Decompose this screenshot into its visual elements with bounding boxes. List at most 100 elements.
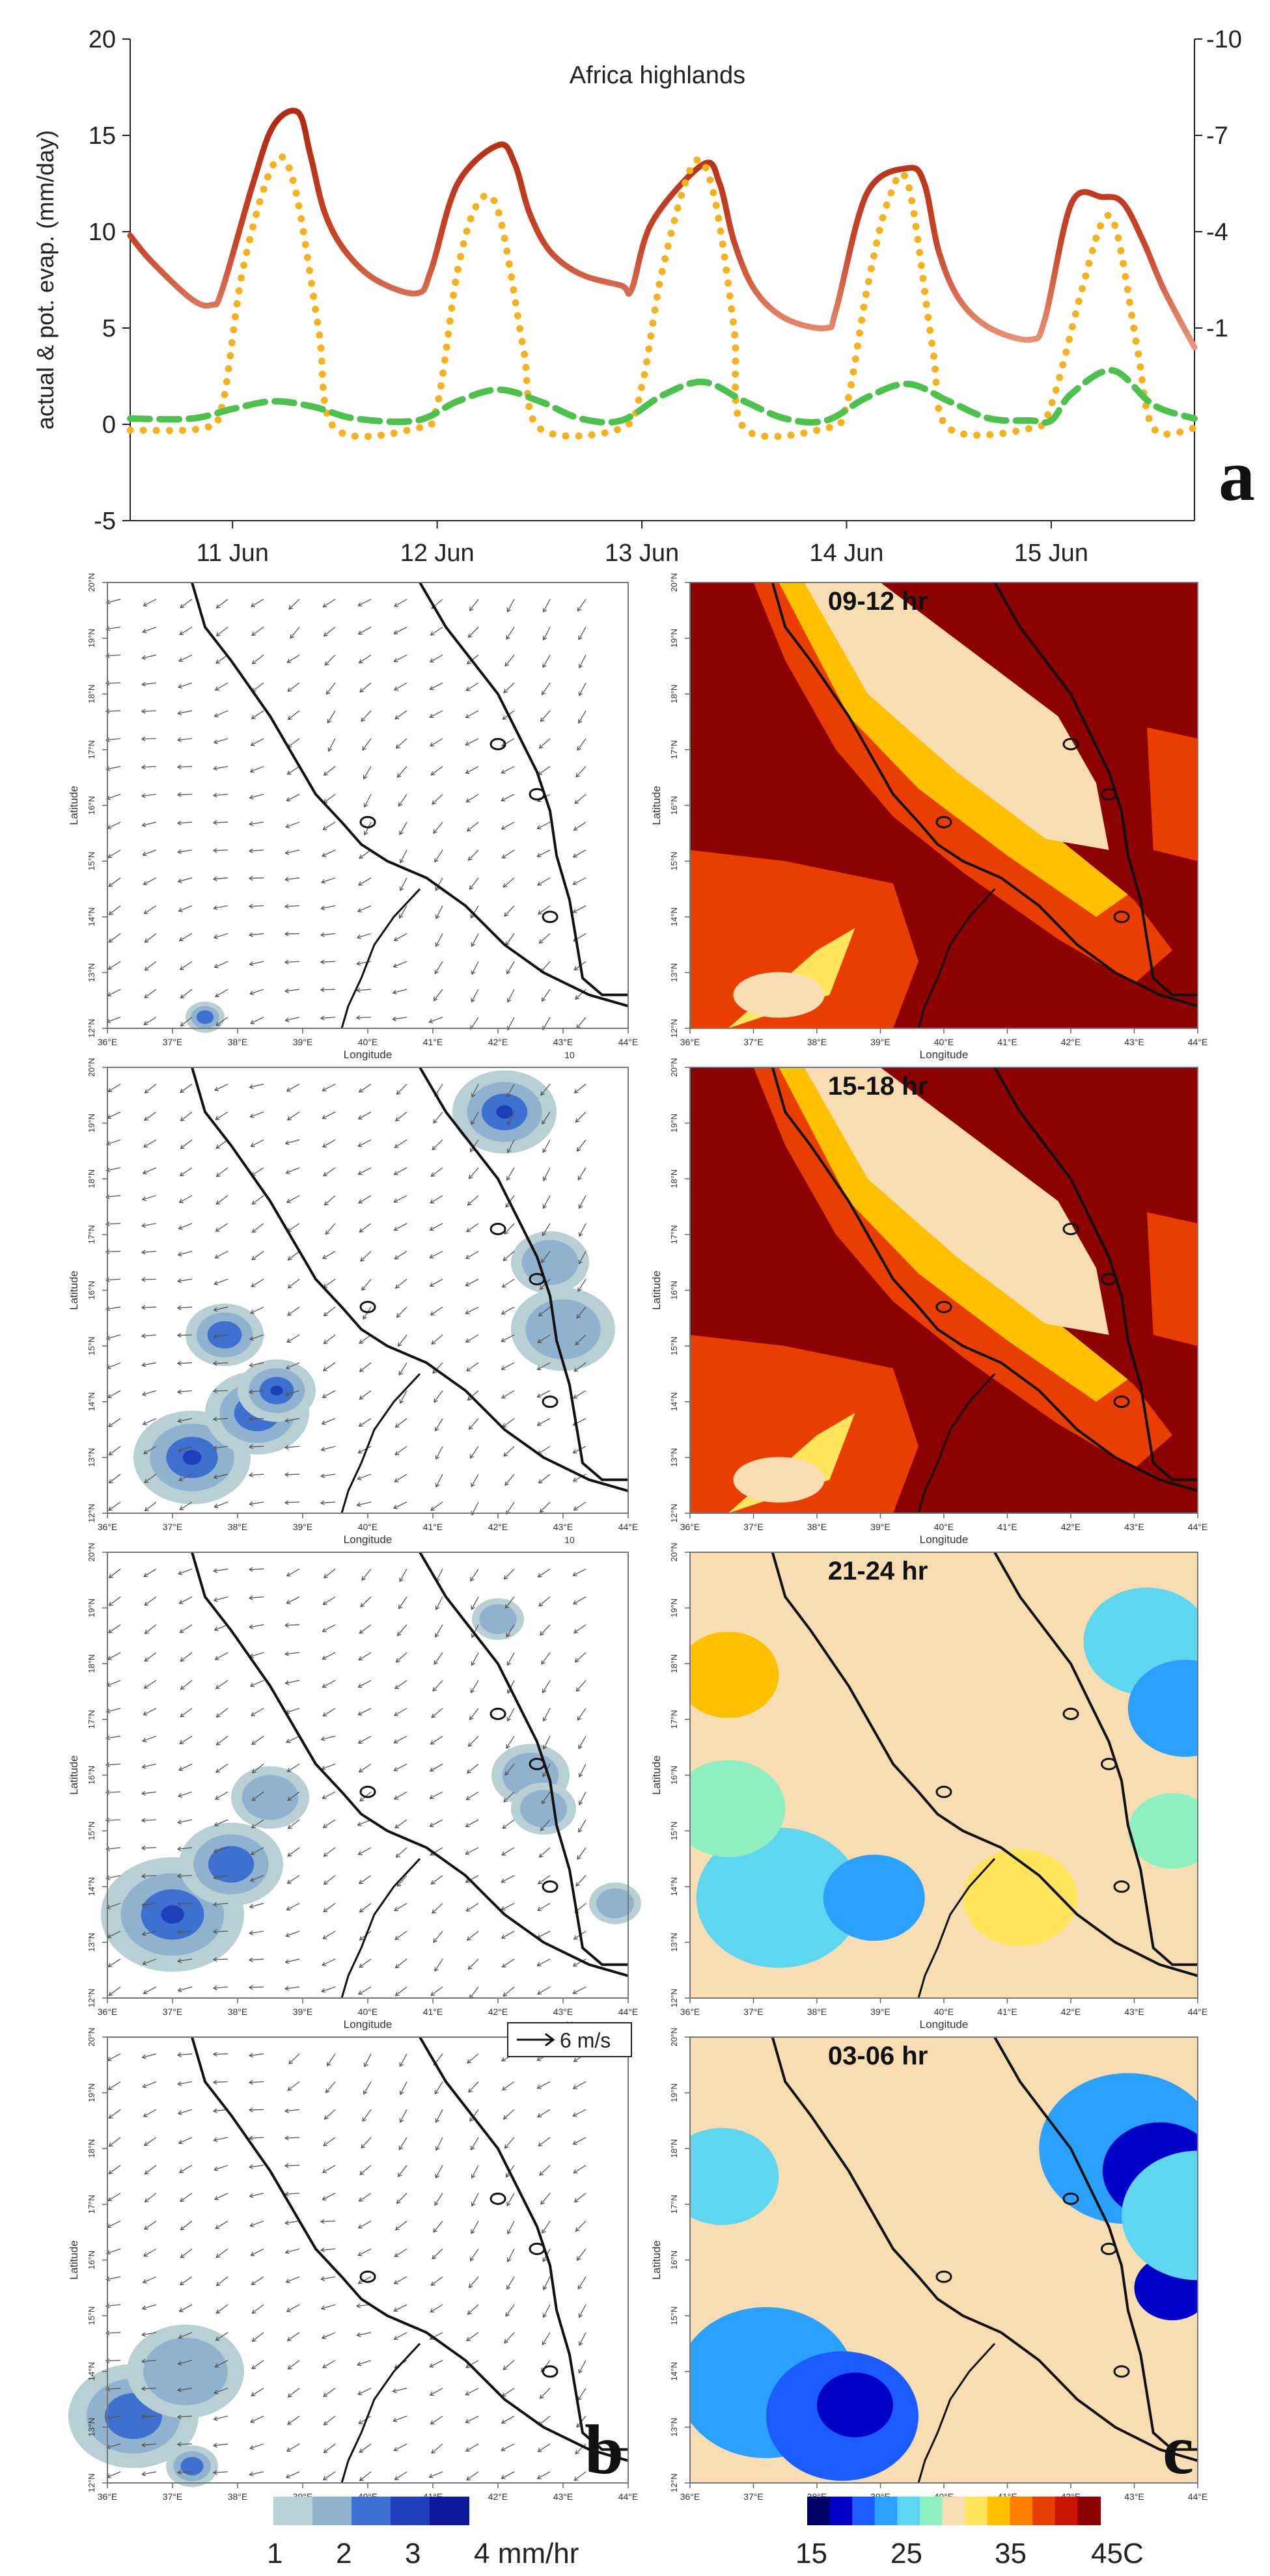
- coastline: [993, 1067, 1198, 1481]
- wind-vector: [432, 1902, 443, 1914]
- wind-arrowhead: [429, 685, 434, 691]
- wind-arrowhead: [578, 2341, 583, 2346]
- wind-arrowhead: [320, 879, 326, 884]
- wind-vector: [108, 2165, 121, 2174]
- wind-arrowhead: [212, 793, 217, 798]
- wind-arrowhead: [215, 1713, 221, 1718]
- wind-arrowhead: [504, 2144, 509, 2149]
- wind-vector: [144, 989, 157, 998]
- wind-vector: [541, 1251, 551, 1263]
- map-y-tick-label: 19°N: [87, 1114, 96, 1132]
- wind-arrowhead: [251, 2281, 256, 2285]
- wind-vector: [468, 1736, 479, 1747]
- wind-vector: [323, 1278, 336, 1288]
- wind-arrowhead: [323, 632, 328, 637]
- wind-vector: [109, 1473, 121, 1484]
- wind-vector: [142, 1930, 157, 1936]
- map-x-tick-label: 42°E: [488, 2491, 508, 2502]
- wind-arrowhead: [321, 2335, 326, 2340]
- panel-letter-a: a: [1219, 435, 1255, 516]
- wind-vector: [469, 1167, 479, 1179]
- wind-arrowhead: [394, 1451, 400, 1455]
- wind-arrowhead: [465, 713, 470, 719]
- wind-vector: [430, 654, 443, 663]
- wind-vector: [249, 2443, 264, 2449]
- wind-vector: [470, 2249, 479, 2261]
- wind-vector: [251, 1847, 264, 1856]
- wind-arrowhead: [320, 1447, 325, 1452]
- wind-arrowhead: [284, 1680, 290, 1686]
- wind-vector: [573, 1986, 587, 1994]
- wind-vector: [465, 710, 479, 718]
- wind-vector: [179, 1596, 193, 1604]
- wind-arrowhead: [321, 1420, 326, 1425]
- wind-vector: [252, 654, 264, 665]
- wind-vector: [179, 2165, 193, 2173]
- wind-arrowhead: [358, 1656, 363, 1661]
- wind-arrowhead: [394, 1144, 399, 1148]
- wind-arrowhead: [214, 1656, 219, 1660]
- wind-vector: [434, 2193, 443, 2206]
- wind-vector: [178, 1418, 193, 1422]
- wind-vector: [394, 1819, 407, 1829]
- wind-vector: [214, 1418, 228, 1420]
- wind-vector: [216, 599, 228, 609]
- wind-arrowhead: [142, 1738, 147, 1742]
- wind-arrowhead: [324, 2115, 329, 2120]
- wind-arrowhead: [251, 1228, 256, 1233]
- wind-vector: [143, 2081, 157, 2088]
- wind-vector: [394, 1902, 407, 1911]
- map-x-tick-label: 37°E: [743, 1522, 764, 1532]
- wind-vector: [358, 1139, 372, 1147]
- wind-arrowhead: [141, 793, 146, 799]
- wind-vector: [178, 2109, 193, 2115]
- wind-vector: [287, 2415, 300, 2425]
- wind-arrowhead: [105, 599, 111, 605]
- wind-vector: [249, 905, 264, 907]
- wind-vector: [141, 1306, 157, 1308]
- wind-arrowhead: [286, 1087, 291, 1092]
- wind-vector: [432, 1362, 443, 1374]
- wind-arrowhead: [177, 684, 183, 689]
- temperature-colorbar-swatch: [829, 2497, 853, 2525]
- wind-vector: [434, 961, 443, 974]
- temperature-colorbar-swatch: [942, 2497, 966, 2525]
- wind-vector: [143, 1139, 157, 1148]
- wind-vector: [579, 1223, 587, 1237]
- wind-vector: [399, 821, 407, 835]
- wind-arrowhead: [538, 744, 544, 749]
- wind-vector: [144, 1111, 157, 1121]
- wind-vector: [249, 2471, 264, 2475]
- wind-arrowhead: [251, 659, 256, 665]
- wind-vector: [397, 1875, 407, 1887]
- wind-arrowhead: [435, 1427, 439, 1432]
- wind-arrowhead: [538, 1602, 544, 1607]
- wind-arrowhead: [540, 1826, 545, 1831]
- wind-vector: [215, 2360, 228, 2368]
- wind-vector: [398, 2165, 407, 2177]
- wind-arrowhead: [429, 1226, 434, 1231]
- wind-arrowhead: [322, 2196, 327, 2200]
- wind-arrowhead: [251, 2392, 256, 2396]
- wind-arrowhead: [394, 1992, 400, 1997]
- wind-arrowhead: [434, 1660, 438, 1665]
- wind-vector: [322, 2360, 336, 2368]
- wind-vector: [107, 2053, 121, 2061]
- wind-vector: [542, 682, 551, 695]
- wind-arrowhead: [506, 2285, 511, 2290]
- wind-arrowhead: [107, 854, 113, 858]
- wind-arrowhead: [501, 1394, 506, 1399]
- wind-arrowhead: [248, 2053, 253, 2058]
- wind-arrowhead: [356, 2361, 362, 2366]
- wind-vector: [179, 1195, 193, 1203]
- wind-arrowhead: [430, 771, 435, 776]
- wind-arrowhead: [471, 2202, 476, 2207]
- wind-arrowhead: [430, 1172, 435, 1177]
- wind-vector: [142, 2304, 157, 2309]
- wind-arrowhead: [143, 1711, 148, 1716]
- wind-arrowhead: [394, 1936, 400, 1940]
- wind-arrowhead: [213, 2416, 218, 2421]
- wind-vector: [465, 1306, 479, 1314]
- wind-arrowhead: [215, 1684, 220, 1690]
- wind-arrowhead: [251, 2364, 256, 2370]
